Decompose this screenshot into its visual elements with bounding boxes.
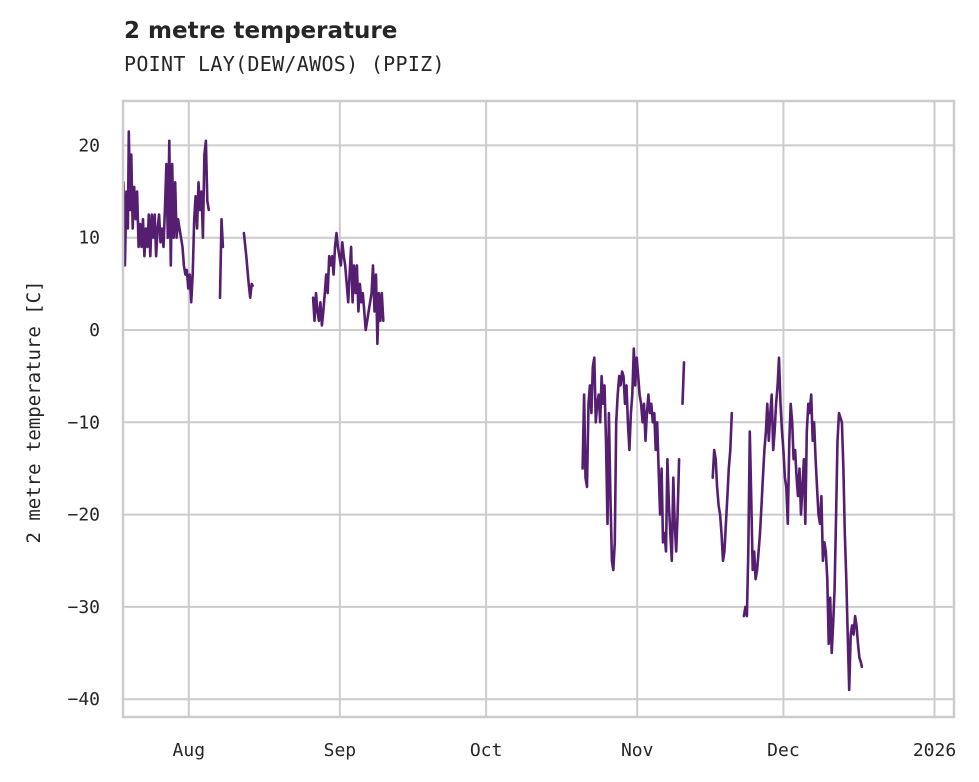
x-tick-label: 2026 [913,740,956,761]
series-segment [242,231,254,300]
series-segment [218,217,225,300]
x-tick-label: Sep [324,740,357,761]
temperature-series [122,130,864,692]
series-segment [681,360,686,406]
y-axis-label: 2 metre temperature [C] [23,280,45,543]
y-tick-label: −20 [67,505,100,526]
x-tick-label: Aug [173,740,206,761]
y-tick-label: −30 [67,597,100,618]
y-axis-ticks: 20 10 0 −10 −20 −30 −40 [67,135,100,710]
chart-subtitle: POINT LAY(DEW/AWOS) (PPIZ) [124,52,445,76]
x-tick-label: Nov [621,740,654,761]
y-tick-label: 20 [78,135,100,156]
gridlines [123,101,954,717]
y-tick-label: 0 [89,320,100,341]
chart-title: 2 metre temperature [124,18,398,44]
x-tick-label: Dec [767,740,800,761]
series-segment [122,130,211,304]
x-axis-ticks: Aug Sep Oct Nov Dec 2026 [173,740,957,761]
series-segment [742,356,864,692]
series-segment [711,411,734,563]
series-segment [581,347,681,572]
y-tick-label: −10 [67,412,100,433]
x-tick-label: Oct [470,740,503,761]
y-tick-label: 10 [78,228,100,249]
y-tick-label: −40 [67,689,100,710]
series-segment [311,231,385,346]
plot-frame [121,99,956,719]
